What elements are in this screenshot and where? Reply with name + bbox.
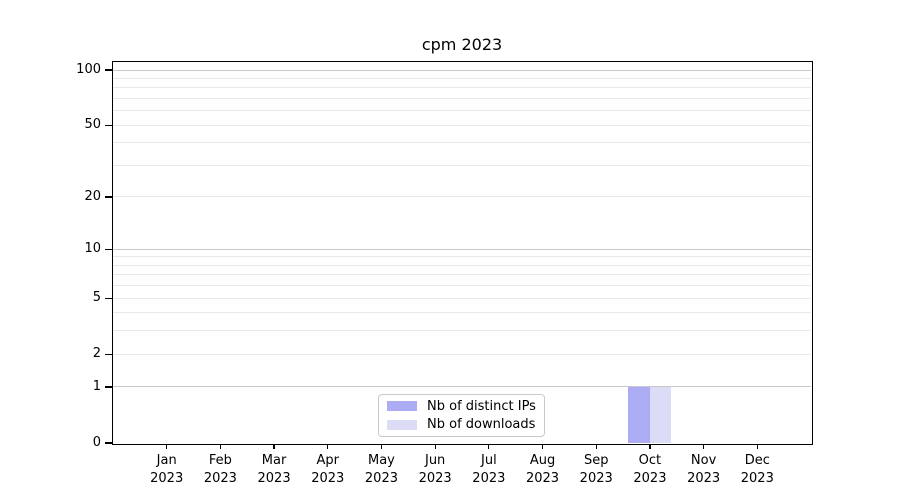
y-tick-label: 20 (84, 188, 101, 204)
x-tick-label: Jun 2023 (400, 452, 470, 487)
x-tick (595, 444, 597, 449)
gridline-minor (113, 97, 811, 99)
x-tick (488, 444, 490, 449)
x-tick-year: 2023 (472, 470, 506, 486)
y-tick (105, 297, 113, 299)
gridline-minor (113, 312, 811, 314)
legend-item-distinct-ips: Nb of distinct IPs (387, 397, 536, 416)
y-tick-label: 100 (76, 62, 101, 77)
y-tick-label: 1 (92, 378, 101, 394)
legend-label-downloads: Nb of downloads (427, 417, 536, 433)
x-tick-month: Mar (261, 453, 287, 468)
gridline-minor (113, 264, 811, 266)
x-tick-label: Dec 2023 (722, 452, 792, 487)
y-tick-label: 0 (92, 435, 101, 450)
y-tick (105, 69, 113, 71)
x-tick-year: 2023 (150, 470, 184, 486)
y-tick-label: 10 (84, 241, 101, 257)
legend: Nb of distinct IPs Nb of downloads (378, 394, 545, 437)
x-tick-month: Dec (744, 453, 770, 468)
gridline-minor (113, 87, 811, 89)
y-tick (105, 353, 113, 355)
x-tick-year: 2023 (203, 470, 237, 486)
x-tick-year: 2023 (311, 470, 345, 486)
bar-distinct-ips-oct (628, 386, 650, 443)
x-tick-label: Jan 2023 (132, 452, 202, 487)
x-tick-year: 2023 (418, 470, 452, 486)
x-tick-month: Aug (529, 453, 556, 468)
x-tick-month: Feb (208, 453, 232, 468)
gridline-minor (113, 256, 811, 258)
x-tick-label: Oct 2023 (615, 452, 685, 487)
x-tick-label: Mar 2023 (239, 452, 309, 487)
x-tick-month: May (368, 453, 395, 468)
gridline-major (113, 248, 811, 250)
x-tick (166, 444, 168, 449)
x-tick-month: Nov (690, 453, 717, 468)
x-tick-label: Apr 2023 (293, 452, 363, 487)
x-tick-year: 2023 (364, 470, 398, 486)
legend-label-distinct-ips: Nb of distinct IPs (427, 398, 536, 414)
gridline-minor (113, 274, 811, 276)
x-tick (434, 444, 436, 449)
gridline-major (113, 386, 811, 388)
x-tick-label: Jul 2023 (454, 452, 524, 487)
x-tick (541, 444, 544, 449)
x-tick-label: Feb 2023 (185, 452, 255, 487)
y-tick (105, 196, 113, 198)
y-tick-label: 2 (92, 346, 101, 362)
x-tick (327, 444, 329, 449)
gridline-minor (113, 77, 811, 79)
x-tick-month: Oct (638, 453, 662, 468)
x-tick-year: 2023 (525, 470, 560, 486)
x-tick-year: 2023 (257, 470, 291, 486)
chart-title: cpm 2023 (421, 35, 503, 54)
x-tick-label: Aug 2023 (508, 452, 578, 487)
bar-downloads-oct (649, 386, 672, 443)
x-tick-label: Nov 2023 (669, 452, 739, 487)
x-tick-label: May 2023 (346, 452, 416, 487)
y-tick (105, 442, 113, 444)
x-tick (219, 444, 222, 449)
x-tick-year: 2023 (687, 470, 721, 486)
gridline-minor (113, 196, 811, 198)
x-tick-year: 2023 (740, 470, 774, 486)
x-tick-month: Apr (316, 453, 340, 468)
gridline-minor (113, 330, 811, 332)
legend-item-downloads: Nb of downloads (387, 416, 536, 435)
x-tick (756, 444, 758, 449)
y-tick (105, 124, 113, 126)
gridline-minor (113, 285, 811, 287)
legend-swatch-distinct-ips (387, 401, 417, 412)
legend-swatch-downloads (387, 419, 417, 430)
gridline-minor (113, 110, 811, 112)
gridline-minor (113, 142, 811, 144)
gridline-minor (113, 164, 811, 166)
gridline-minor (113, 124, 811, 126)
x-tick-label: Sep 2023 (561, 452, 631, 487)
x-tick-month: Jun (424, 453, 446, 468)
x-tick (273, 444, 275, 449)
gridline-minor (113, 353, 811, 355)
y-tick (105, 386, 113, 388)
x-tick (702, 444, 705, 449)
gridline-major (113, 69, 811, 71)
gridline-minor (113, 297, 811, 299)
y-tick-label: 50 (84, 117, 101, 133)
y-tick (105, 248, 113, 250)
x-tick (380, 444, 383, 449)
x-tick-month: Sep (583, 453, 609, 468)
x-tick (649, 444, 651, 449)
x-tick-year: 2023 (579, 470, 613, 486)
y-tick-label: 5 (92, 290, 101, 306)
x-tick-month: Jul (481, 453, 497, 468)
x-tick-month: Jan (156, 453, 177, 468)
x-tick-year: 2023 (633, 470, 667, 486)
